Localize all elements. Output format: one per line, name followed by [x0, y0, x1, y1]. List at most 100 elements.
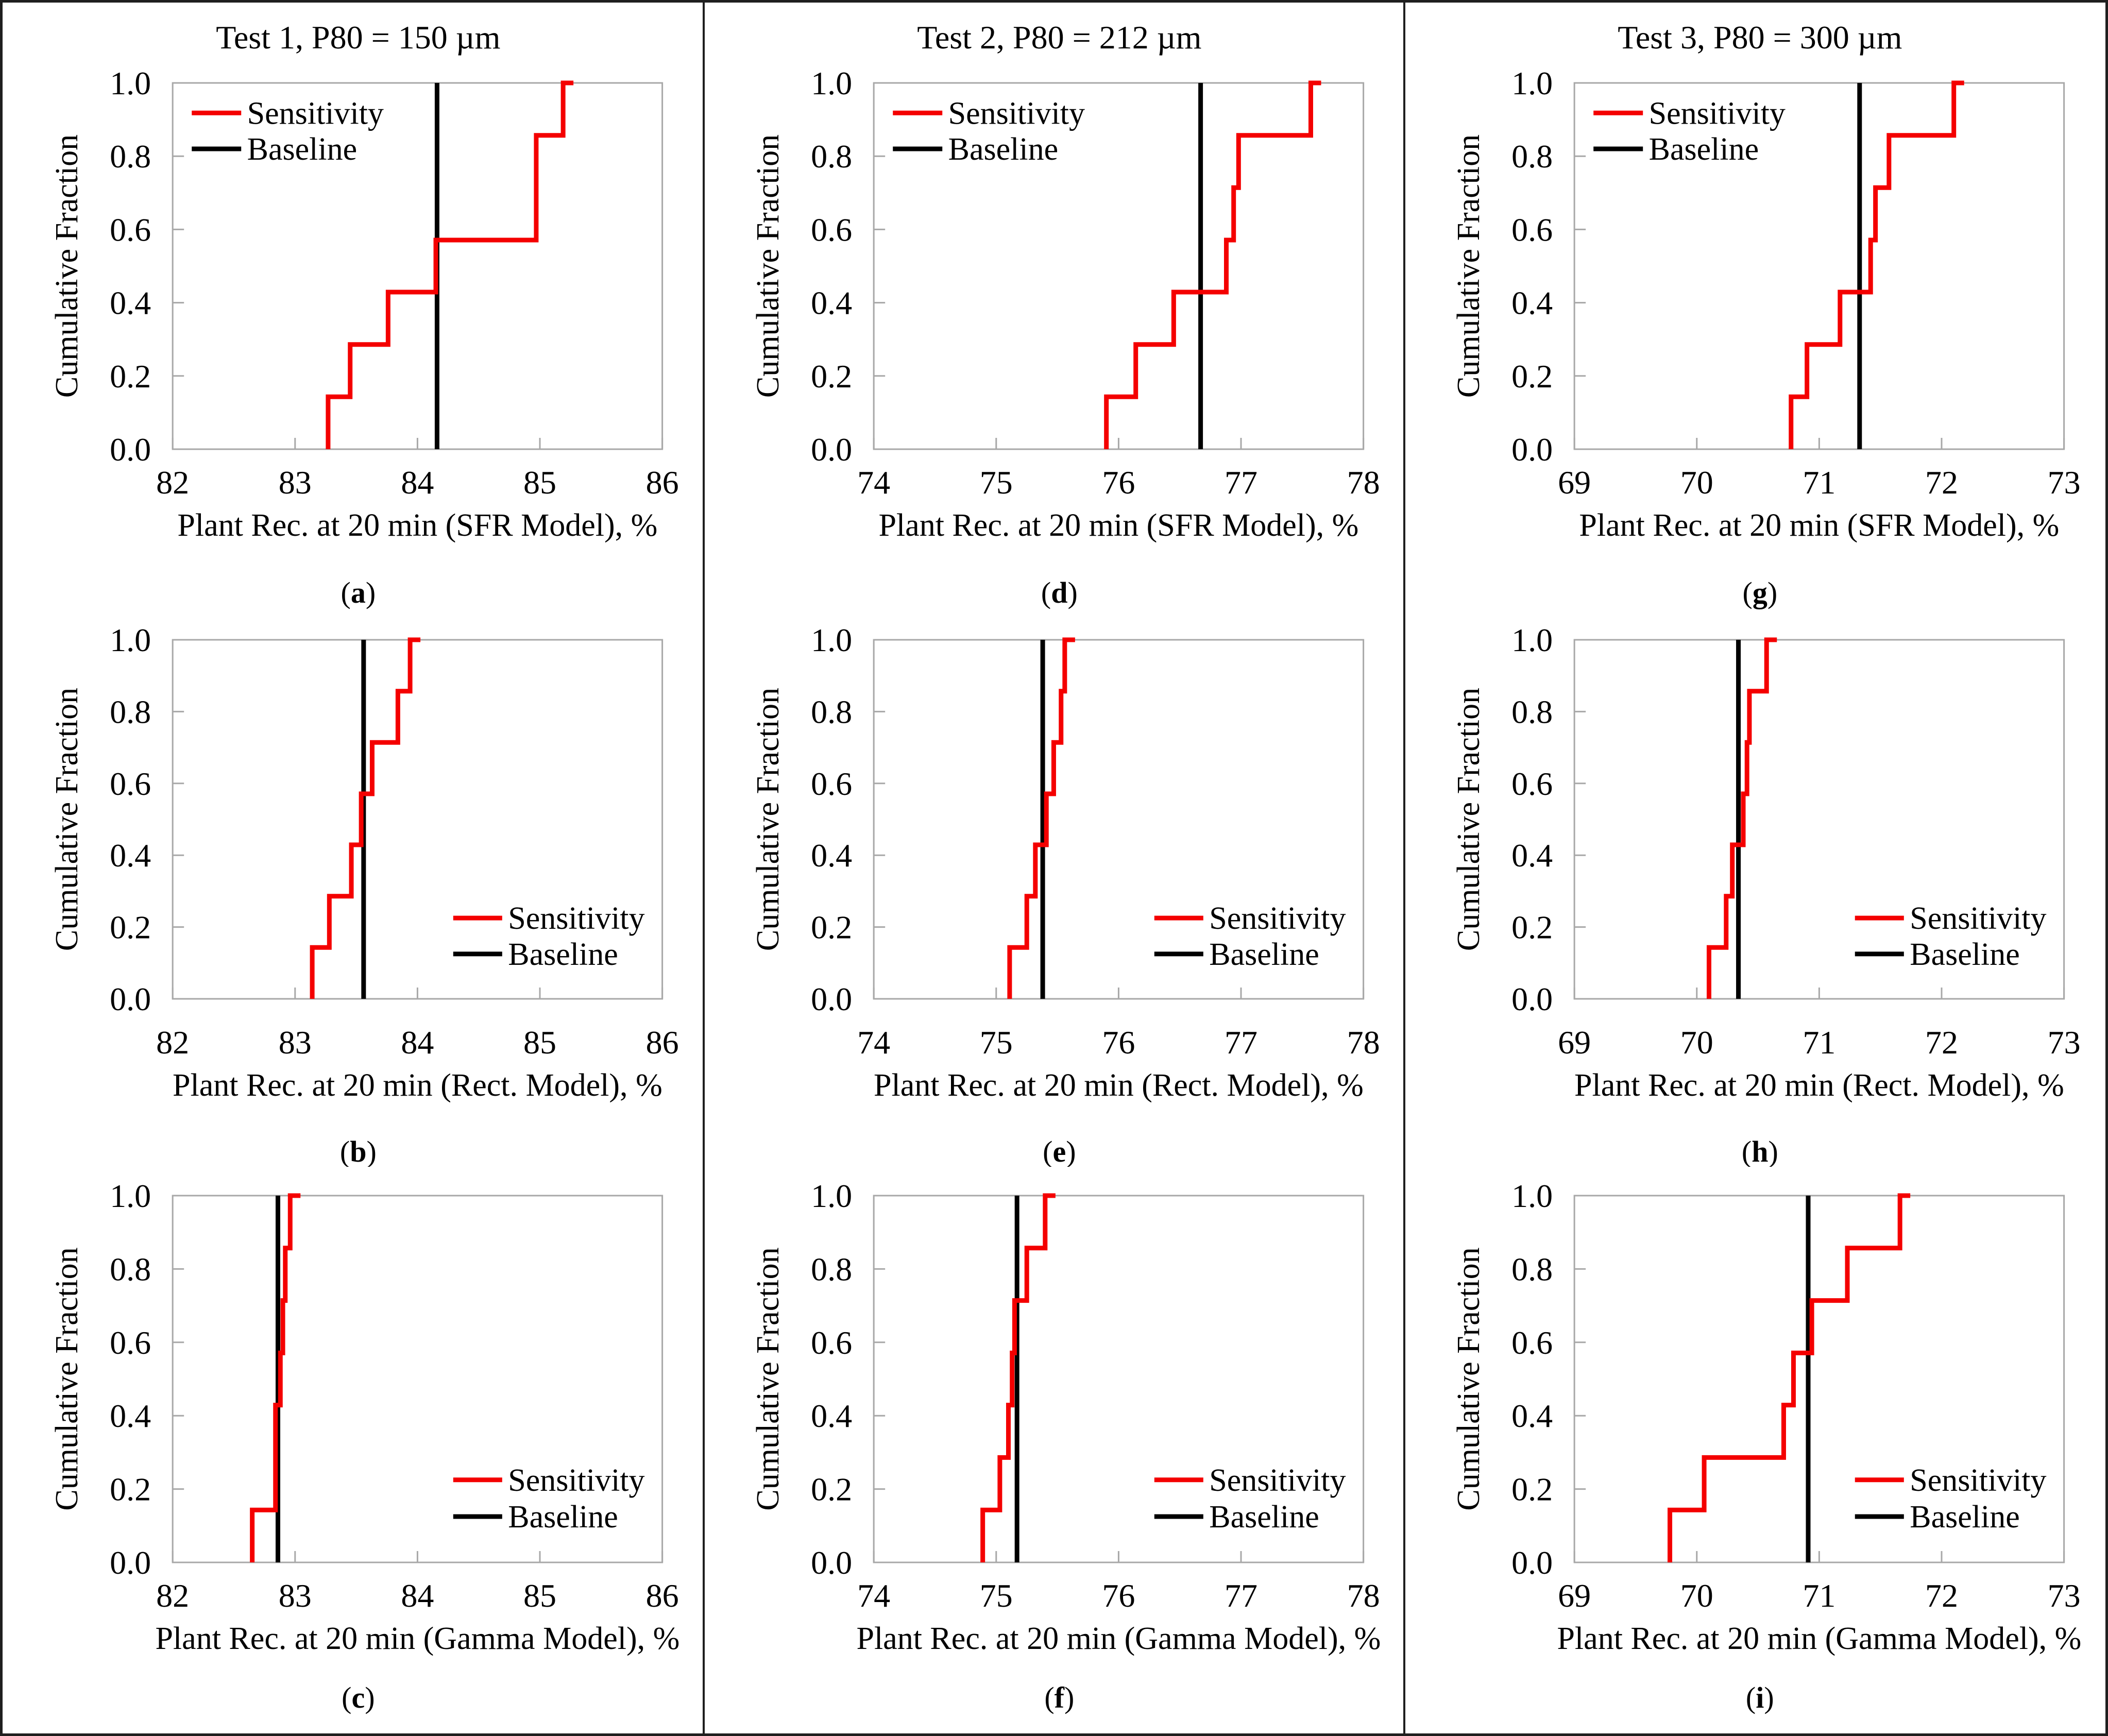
y-axis-tick-label: 1.0	[110, 1178, 151, 1214]
y-axis-label: Cumulative Fraction	[751, 688, 786, 951]
y-axis-tick-label: 0.6	[811, 211, 852, 248]
legend-sensitivity-label: Sensitivity	[1910, 1463, 2047, 1498]
x-axis-label: Plant Rec. at 20 min (Rect. Model), %	[173, 1068, 662, 1103]
y-axis-tick-label: 0.6	[110, 765, 151, 802]
chart-cell-a: 0.0 0.2 0.4 0.6 0.8 1.0 82 83 84 85 86 Sensitivity B…	[3, 3, 704, 616]
y-axis-tick-label: 0.2	[811, 358, 852, 395]
y-axis-tick-label: 0.8	[1511, 693, 1553, 730]
x-axis-tick-label: 82	[156, 1024, 189, 1061]
y-axis-tick-label: 0.6	[811, 1324, 852, 1361]
x-axis-tick-label: 75	[979, 1024, 1012, 1061]
y-axis-tick-label: 0.0	[1511, 431, 1553, 468]
y-axis-label: Cumulative Fraction	[49, 1247, 84, 1510]
x-axis-tick-label: 70	[1680, 464, 1713, 501]
y-axis-tick-label: 0.8	[110, 693, 151, 730]
chart-title: Test 3, P80 = 300 µm	[1618, 19, 1902, 56]
x-axis-tick-label: 69	[1558, 1577, 1591, 1614]
x-axis-tick-label: 83	[279, 1577, 312, 1614]
legend-sensitivity-label: Sensitivity	[247, 96, 384, 131]
chart-caption: (g)	[1743, 576, 1778, 609]
x-axis-label: Plant Rec. at 20 min (SFR Model), %	[878, 508, 1358, 543]
x-axis-label: Plant Rec. at 20 min (Gamma Model), %	[1557, 1621, 2082, 1656]
y-axis-tick-label: 0.2	[1511, 909, 1553, 946]
y-axis-tick-label: 0.2	[1511, 1471, 1553, 1508]
plot-frame	[172, 82, 664, 450]
chart-caption: (d)	[1041, 576, 1078, 609]
y-axis-label: Cumulative Fraction	[49, 134, 84, 398]
x-axis-tick-label: 73	[2048, 464, 2081, 501]
y-axis-label: Cumulative Fraction	[751, 1247, 786, 1510]
x-axis-tick-label: 71	[1803, 1577, 1836, 1614]
sensitivity-step-line	[1668, 1193, 1911, 1562]
y-axis-tick-label: 1.0	[811, 1178, 852, 1214]
sensitivity-step-line	[1707, 637, 1777, 999]
y-axis-tick-label: 0.4	[1511, 285, 1553, 321]
legend-baseline-label: Baseline	[1209, 937, 1319, 972]
x-axis-label: Plant Rec. at 20 min (SFR Model), %	[177, 508, 657, 543]
y-axis-tick-label: 0.0	[811, 981, 852, 1017]
x-axis-tick-label: 85	[523, 464, 556, 501]
y-axis-tick-label: 0.0	[110, 431, 151, 468]
y-axis-label: Cumulative Fraction	[751, 134, 786, 398]
chart-caption: (b)	[340, 1135, 377, 1167]
chart-g: 0.0 0.2 0.4 0.6 0.8 1.0 69 70 71 72 73 SensitivityB…	[1451, 19, 2081, 609]
x-axis-tick-label: 70	[1680, 1577, 1713, 1614]
x-axis-tick-label: 71	[1803, 464, 1836, 501]
y-axis-tick-label: 0.4	[1511, 1398, 1553, 1434]
x-axis-tick-label: 75	[979, 1577, 1012, 1614]
column-divider	[702, 3, 705, 1733]
y-axis-tick-label: 0.4	[110, 1398, 151, 1434]
plot-frame	[1573, 82, 2065, 450]
chart-caption: (h)	[1742, 1135, 1778, 1167]
x-axis-tick-label: 83	[279, 1024, 312, 1061]
sensitivity-step-line	[1103, 80, 1321, 449]
sensitivity-step-line	[326, 80, 574, 449]
chart-title: Test 1, P80 = 150 µm	[216, 19, 500, 56]
y-axis-tick-label: 1.0	[1511, 622, 1553, 658]
legend-sensitivity-label: Sensitivity	[1209, 901, 1346, 936]
y-axis-tick-label: 0.8	[110, 138, 151, 175]
y-axis-tick-label: 0.4	[811, 285, 852, 321]
x-axis-tick-label: 77	[1225, 464, 1257, 501]
y-axis-tick-label: 0.8	[1511, 1251, 1553, 1287]
y-axis-tick-label: 0.0	[811, 1544, 852, 1581]
x-axis-label: Plant Rec. at 20 min (Gamma Model), %	[155, 1621, 679, 1656]
legend-sensitivity-label: Sensitivity	[1910, 901, 2047, 936]
x-axis-tick-label: 85	[523, 1024, 556, 1061]
legend-baseline-label: Baseline	[508, 1500, 618, 1535]
y-axis-tick-label: 1.0	[811, 622, 852, 658]
x-axis-tick-label: 82	[156, 1577, 189, 1614]
x-axis-tick-label: 74	[857, 1024, 890, 1061]
y-axis-tick-label: 0.0	[110, 1544, 151, 1581]
x-axis-label: Plant Rec. at 20 min (SFR Model), %	[1579, 508, 2060, 543]
y-axis-tick-label: 0.4	[811, 837, 852, 874]
y-axis-tick-label: 0.4	[110, 837, 151, 874]
legend-baseline-label: Baseline	[1649, 132, 1759, 167]
legend-baseline-label: Baseline	[247, 132, 358, 167]
x-axis-tick-label: 71	[1803, 1024, 1836, 1061]
legend-baseline-label: Baseline	[1209, 1500, 1319, 1535]
y-axis-tick-label: 0.4	[1511, 837, 1553, 874]
y-axis-tick-label: 1.0	[110, 65, 151, 101]
chart-e: 0.0 0.2 0.4 0.6 0.8 1.0 74 75 76 77 78 SensitivityB…	[751, 622, 1380, 1167]
x-axis-tick-label: 86	[646, 1577, 679, 1614]
x-axis-tick-label: 85	[523, 1577, 556, 1614]
y-axis-label: Cumulative Fraction	[49, 688, 84, 951]
sensitivity-step-line	[310, 637, 421, 999]
y-axis-tick-label: 0.0	[811, 431, 852, 468]
chart-i: 0.0 0.2 0.4 0.6 0.8 1.0 69 70 71 72 73 SensitivityB…	[1451, 1178, 2082, 1714]
x-axis-tick-label: 73	[2048, 1577, 2081, 1614]
x-axis-tick-label: 75	[979, 464, 1012, 501]
chart-cell-f: 0.0 0.2 0.4 0.6 0.8 1.0 74 75 76 77 78 Sensitivity B…	[704, 1167, 1405, 1733]
y-axis-tick-label: 1.0	[1511, 65, 1553, 101]
x-axis-tick-label: 78	[1347, 1024, 1380, 1061]
y-axis-tick-label: 0.4	[811, 1398, 852, 1434]
sensitivity-step-line	[250, 1193, 301, 1562]
x-axis-tick-label: 73	[2048, 1024, 2081, 1061]
x-axis-label: Plant Rec. at 20 min (Gamma Model), %	[856, 1621, 1381, 1656]
chart-b: 0.0 0.2 0.4 0.6 0.8 1.0 82 83 84 85 86 SensitivityB…	[49, 622, 679, 1167]
plot-frame	[873, 82, 1364, 450]
legend-baseline-label: Baseline	[508, 937, 618, 972]
x-axis-tick-label: 69	[1558, 1024, 1591, 1061]
y-axis-label: Cumulative Fraction	[1451, 134, 1486, 398]
